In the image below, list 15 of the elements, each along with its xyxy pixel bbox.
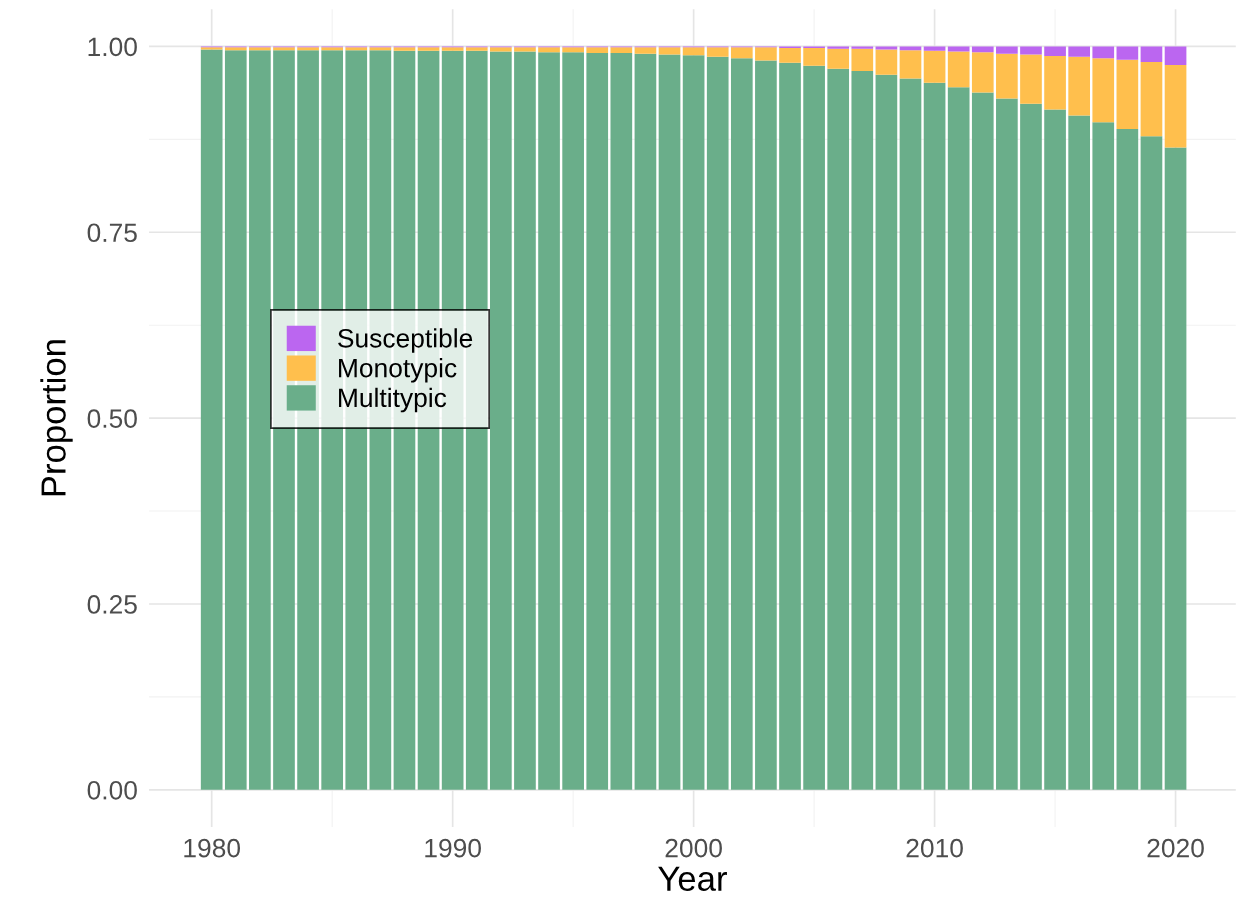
x-tick-label: 1990 (425, 838, 481, 858)
x-tick-label: 2020 (1147, 838, 1204, 858)
legend-label: Multitypic (339, 387, 447, 413)
legend-label: Susceptible (338, 328, 473, 353)
x-axis-title: Year (658, 866, 727, 891)
y-tick-label: 0.75 (87, 223, 137, 243)
x-tick-label: 1980 (184, 838, 241, 858)
x-tick-label: 2010 (906, 838, 963, 858)
y-tick-label: 0.50 (87, 409, 137, 428)
legend-label: Monotypic (339, 358, 457, 383)
y-tick-label: 0.25 (87, 595, 137, 614)
y-tick-label: 1.00 (88, 37, 137, 57)
y-axis-title: Proportion (40, 340, 73, 496)
x-tick-label: 2000 (665, 838, 722, 858)
y-tick-label: 0.00 (87, 780, 137, 800)
